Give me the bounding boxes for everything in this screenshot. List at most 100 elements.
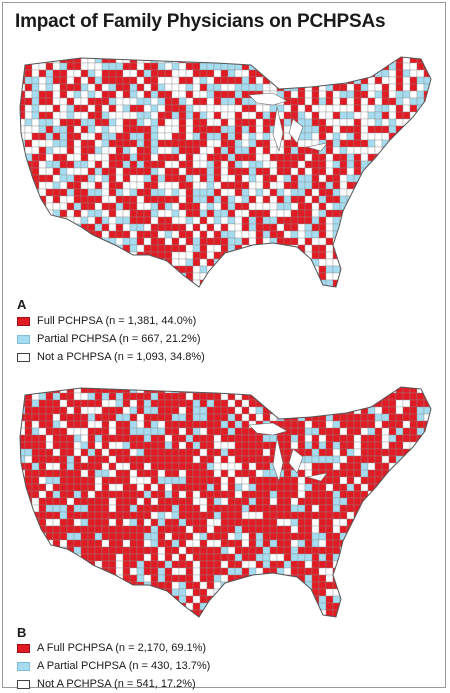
county-cell <box>409 560 418 569</box>
county-cell <box>136 434 145 443</box>
county-cell <box>438 582 443 589</box>
county-cell <box>193 49 200 56</box>
county-cell <box>332 406 341 415</box>
county-cell <box>24 146 33 155</box>
county-cell <box>199 286 208 287</box>
county-cell <box>304 546 313 555</box>
county-cell <box>73 399 82 408</box>
county-cell <box>151 379 158 386</box>
county-cell <box>423 265 431 274</box>
county-cell <box>115 476 124 485</box>
county-cell <box>87 265 96 274</box>
county-cell <box>206 448 215 457</box>
county-cell <box>53 49 60 56</box>
county-cell <box>80 57 89 64</box>
county-cell <box>269 553 278 562</box>
county-cell <box>388 581 397 590</box>
county-cell <box>206 546 215 555</box>
county-cell <box>248 188 257 197</box>
county-cell <box>339 560 348 569</box>
county-cell <box>346 567 355 576</box>
county-cell <box>164 476 173 485</box>
county-cell <box>325 455 334 464</box>
county-cell <box>136 560 145 569</box>
county-cell <box>332 216 341 225</box>
county-cell <box>144 379 151 386</box>
county-cell <box>143 153 152 162</box>
county-layer <box>20 379 443 617</box>
county-cell <box>178 427 187 436</box>
county-cell <box>52 609 61 617</box>
county-cell <box>374 57 383 64</box>
county-cell <box>241 237 250 246</box>
county-cell <box>20 511 26 520</box>
county-cell <box>248 57 257 64</box>
county-cell <box>255 244 264 253</box>
county-cell <box>157 406 166 415</box>
county-cell <box>262 111 271 120</box>
county-cell <box>241 518 250 527</box>
county-cell <box>164 202 173 211</box>
county-cell <box>402 567 411 576</box>
county-cell <box>38 455 47 464</box>
county-cell <box>325 560 334 569</box>
county-cell <box>87 57 96 64</box>
county-cell <box>381 237 390 246</box>
county-cell <box>332 153 341 162</box>
county-cell <box>227 387 236 394</box>
county-cell <box>59 427 68 436</box>
county-cell <box>388 90 397 99</box>
county-cell <box>31 97 40 106</box>
county-cell <box>227 448 236 457</box>
county-cell <box>11 196 18 203</box>
county-cell <box>360 504 369 513</box>
county-cell <box>38 272 47 281</box>
county-cell <box>115 202 124 211</box>
county-cell <box>129 202 138 211</box>
county-cell <box>24 139 33 148</box>
county-cell <box>220 448 229 457</box>
county-cell <box>192 392 201 401</box>
county-cell <box>360 118 369 127</box>
county-cell <box>367 387 376 394</box>
county-cell <box>115 553 124 562</box>
county-cell <box>115 251 124 260</box>
county-cell <box>178 237 187 246</box>
county-cell <box>31 132 40 141</box>
county-cell <box>150 567 159 576</box>
county-cell <box>108 104 117 113</box>
county-cell <box>38 595 47 604</box>
county-cell <box>38 532 47 541</box>
county-cell <box>80 602 89 611</box>
county-cell <box>66 469 75 478</box>
county-cell <box>45 406 54 415</box>
county-cell <box>87 455 96 464</box>
us-outline <box>19 56 432 288</box>
county-cell <box>115 448 124 457</box>
county-cell <box>367 392 376 401</box>
county-cell <box>11 189 18 196</box>
county-cell <box>115 69 124 78</box>
county-cell <box>122 69 131 78</box>
county-cell <box>388 69 397 78</box>
county-cell <box>157 525 166 534</box>
county-cell <box>248 195 257 204</box>
county-cell <box>192 265 201 274</box>
county-cell <box>31 202 40 211</box>
county-cell <box>395 455 404 464</box>
county-cell <box>269 153 278 162</box>
county-cell <box>241 76 250 85</box>
county-cell <box>45 223 54 232</box>
county-cell <box>164 392 173 401</box>
county-cell <box>402 188 411 197</box>
county-cell <box>122 588 131 597</box>
county-cell <box>129 209 138 218</box>
county-cell <box>220 216 229 225</box>
county-cell <box>59 118 68 127</box>
county-cell <box>388 244 397 253</box>
county-cell <box>38 560 47 569</box>
county-cell <box>262 532 271 541</box>
county-cell <box>339 97 348 106</box>
county-cell <box>31 90 40 99</box>
county-cell <box>423 560 431 569</box>
